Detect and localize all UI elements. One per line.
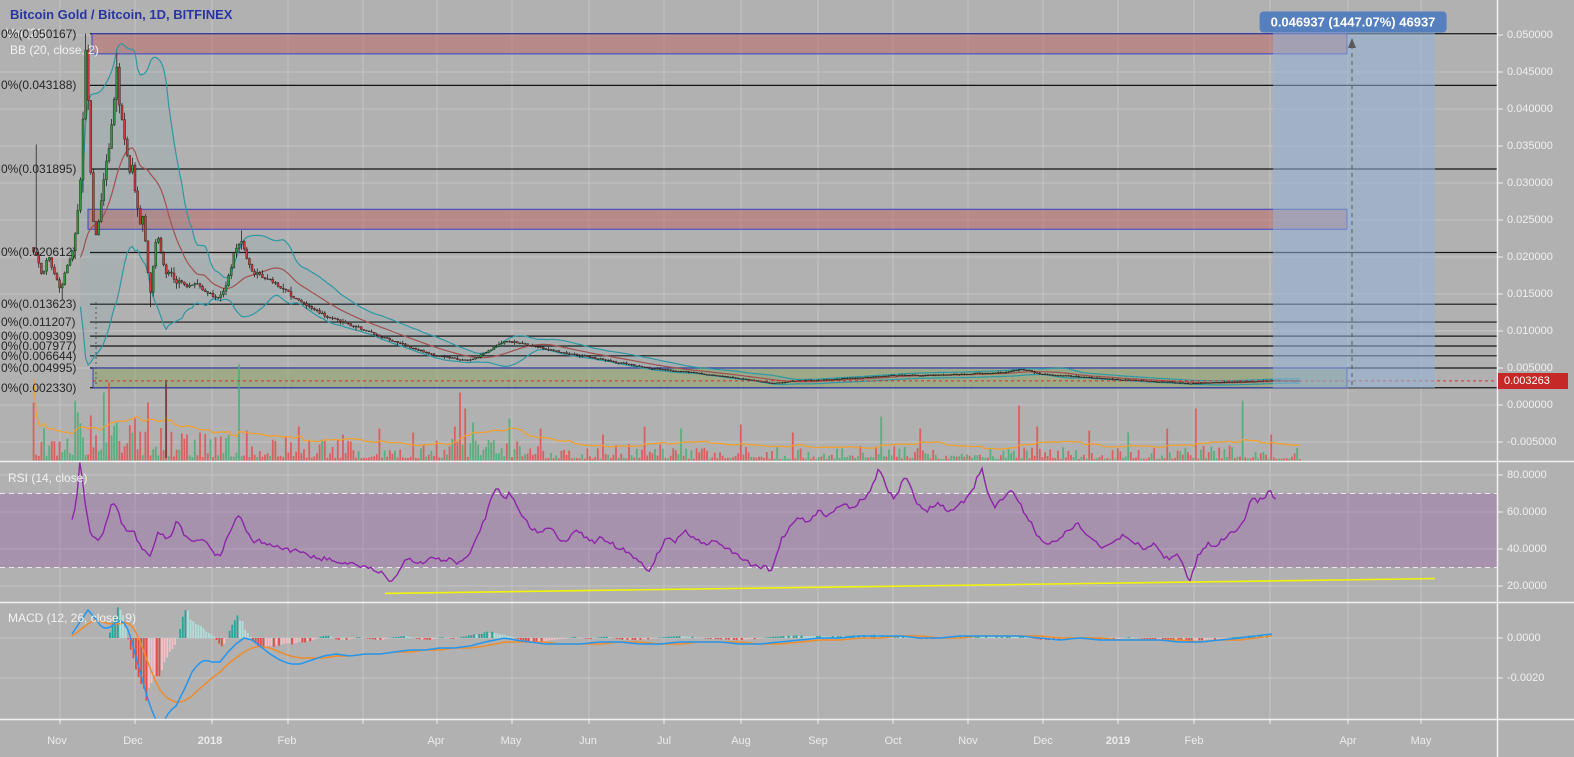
fib-level-label: 0%(0.002330) — [1, 380, 77, 395]
time-axis-label: Nov — [47, 735, 67, 747]
projection-region — [1273, 28, 1435, 388]
price-axis-label: 0.050000 — [1507, 29, 1553, 41]
time-axis-label: Jul — [656, 735, 672, 747]
rsi-axis-label: 20.0000 — [1507, 580, 1547, 592]
price-axis-label: 0.020000 — [1507, 251, 1553, 263]
time-axis-label: 2019 — [1105, 735, 1131, 747]
time-axis-label: Aug — [731, 735, 751, 747]
symbol-title[interactable]: Bitcoin Gold / Bitcoin, 1D, BITFINEX — [10, 7, 233, 22]
fib-level-label: 0%(0.006644) — [1, 348, 77, 363]
price-axis-label: 0.015000 — [1507, 288, 1553, 300]
rsi-axis-label: 40.0000 — [1507, 543, 1547, 555]
legend-rsi[interactable]: RSI (14, close) — [8, 471, 88, 485]
time-axis-label: May — [500, 735, 522, 747]
time-axis-label: Dec — [1033, 735, 1053, 747]
rsi-plot — [71, 462, 1436, 595]
price-axis-label: 0.035000 — [1507, 140, 1553, 152]
time-axis-label: Feb — [1184, 735, 1204, 747]
time-axis-label: Feb — [277, 735, 297, 747]
time-axis-label: Apr — [427, 735, 445, 747]
fib-level-label: 0%(0.050167) — [1, 26, 77, 41]
fib-level-label: 0%(0.009309) — [1, 329, 77, 344]
macd-axis-label: -0.0020 — [1507, 672, 1545, 684]
time-axis-label: Apr — [1339, 735, 1357, 747]
time-axis-label: 2018 — [197, 735, 223, 747]
price-axis-label: 0.005000 — [1507, 362, 1553, 374]
fib-level-label: 0%(0.031895) — [1, 161, 77, 176]
rsi-band — [0, 493, 1497, 568]
fib-level-label: 0%(0.007977) — [1, 338, 77, 353]
price-axis-label: 0.030000 — [1507, 177, 1553, 189]
macd-plot — [71, 607, 1273, 719]
drawing-misc — [93, 302, 1497, 458]
price-axis-label: -0.005000 — [1507, 436, 1557, 448]
macd-axis-label: 0.0000 — [1507, 632, 1541, 644]
drawing-zones — [87, 33, 1348, 389]
rsi-axis-label: 60.0000 — [1507, 506, 1547, 518]
current-price-tag: 0.003263 — [1498, 373, 1568, 389]
time-axis-label: Sep — [808, 735, 828, 747]
volume-bars — [32, 364, 1301, 461]
price-axis-label: 0.045000 — [1507, 66, 1553, 78]
candlesticks — [32, 33, 1301, 385]
fib-level-label: 0%(0.004995) — [1, 361, 77, 376]
time-axis-label: Nov — [958, 735, 978, 747]
fib-level-label: 0%(0.043188) — [1, 78, 77, 93]
rsi-axis-label: 80.0000 — [1507, 469, 1547, 481]
projection-measure-label[interactable]: 0.046937 (1447.07%) 46937 — [1259, 11, 1447, 33]
price-axis-label: 0.000000 — [1507, 399, 1553, 411]
time-axis-label: Oct — [884, 735, 902, 747]
price-axis-label: 0.025000 — [1507, 214, 1553, 226]
fib-level-label: 0%(0.011207) — [1, 315, 76, 330]
legend-macd[interactable]: MACD (12, 26, close, 9) — [8, 611, 137, 625]
legend-volume[interactable]: Vol (20) — [6, 26, 48, 40]
fib-level-label: 0%(0.013623) — [1, 297, 77, 312]
fib-level-label: 0%(0.020612) — [1, 245, 77, 260]
time-axis-label: May — [1410, 735, 1432, 747]
legend-bollinger[interactable]: BB (20, close, 2) — [10, 43, 99, 57]
price-axis-label: 0.040000 — [1507, 103, 1553, 115]
time-axis-label: Jun — [579, 735, 597, 747]
price-axis-label: 0.010000 — [1507, 325, 1553, 337]
time-axis-label: Dec — [123, 735, 143, 747]
